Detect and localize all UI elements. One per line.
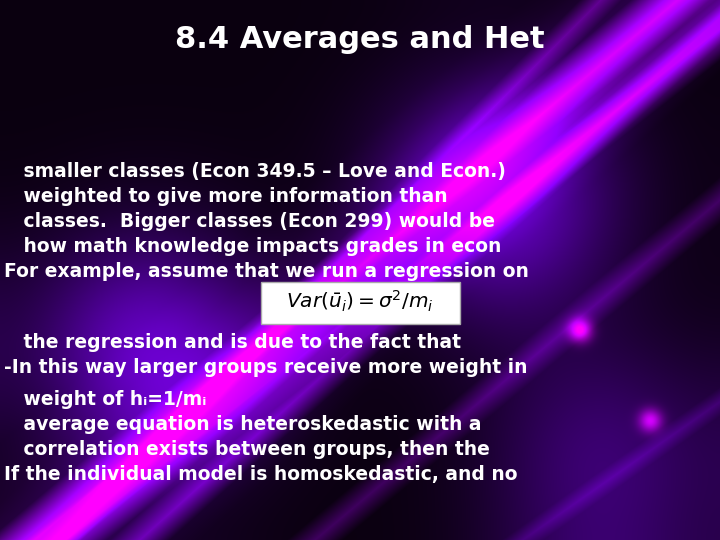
Text: correlation exists between groups, then the: correlation exists between groups, then … xyxy=(4,440,490,459)
Text: smaller classes (Econ 349.5 – Love and Econ.): smaller classes (Econ 349.5 – Love and E… xyxy=(4,162,506,181)
Text: the regression and is due to the fact that: the regression and is due to the fact th… xyxy=(4,333,461,352)
FancyBboxPatch shape xyxy=(261,282,459,324)
Text: $Var(\bar{u}_i) = \sigma^2 / m_i$: $Var(\bar{u}_i) = \sigma^2 / m_i$ xyxy=(286,288,434,314)
Text: For example, assume that we run a regression on: For example, assume that we run a regres… xyxy=(4,262,529,281)
Text: weighted to give more information than: weighted to give more information than xyxy=(4,187,448,206)
Text: average equation is heteroskedastic with a: average equation is heteroskedastic with… xyxy=(4,415,482,434)
Text: classes.  Bigger classes (Econ 299) would be: classes. Bigger classes (Econ 299) would… xyxy=(4,212,495,231)
Text: how math knowledge impacts grades in econ: how math knowledge impacts grades in eco… xyxy=(4,237,501,256)
Text: -In this way larger groups receive more weight in: -In this way larger groups receive more … xyxy=(4,358,528,377)
Text: If the individual model is homoskedastic, and no: If the individual model is homoskedastic… xyxy=(4,465,518,484)
Text: weight of hᵢ=1/mᵢ: weight of hᵢ=1/mᵢ xyxy=(4,390,207,409)
Text: 8.4 Averages and Het: 8.4 Averages and Het xyxy=(175,25,545,54)
